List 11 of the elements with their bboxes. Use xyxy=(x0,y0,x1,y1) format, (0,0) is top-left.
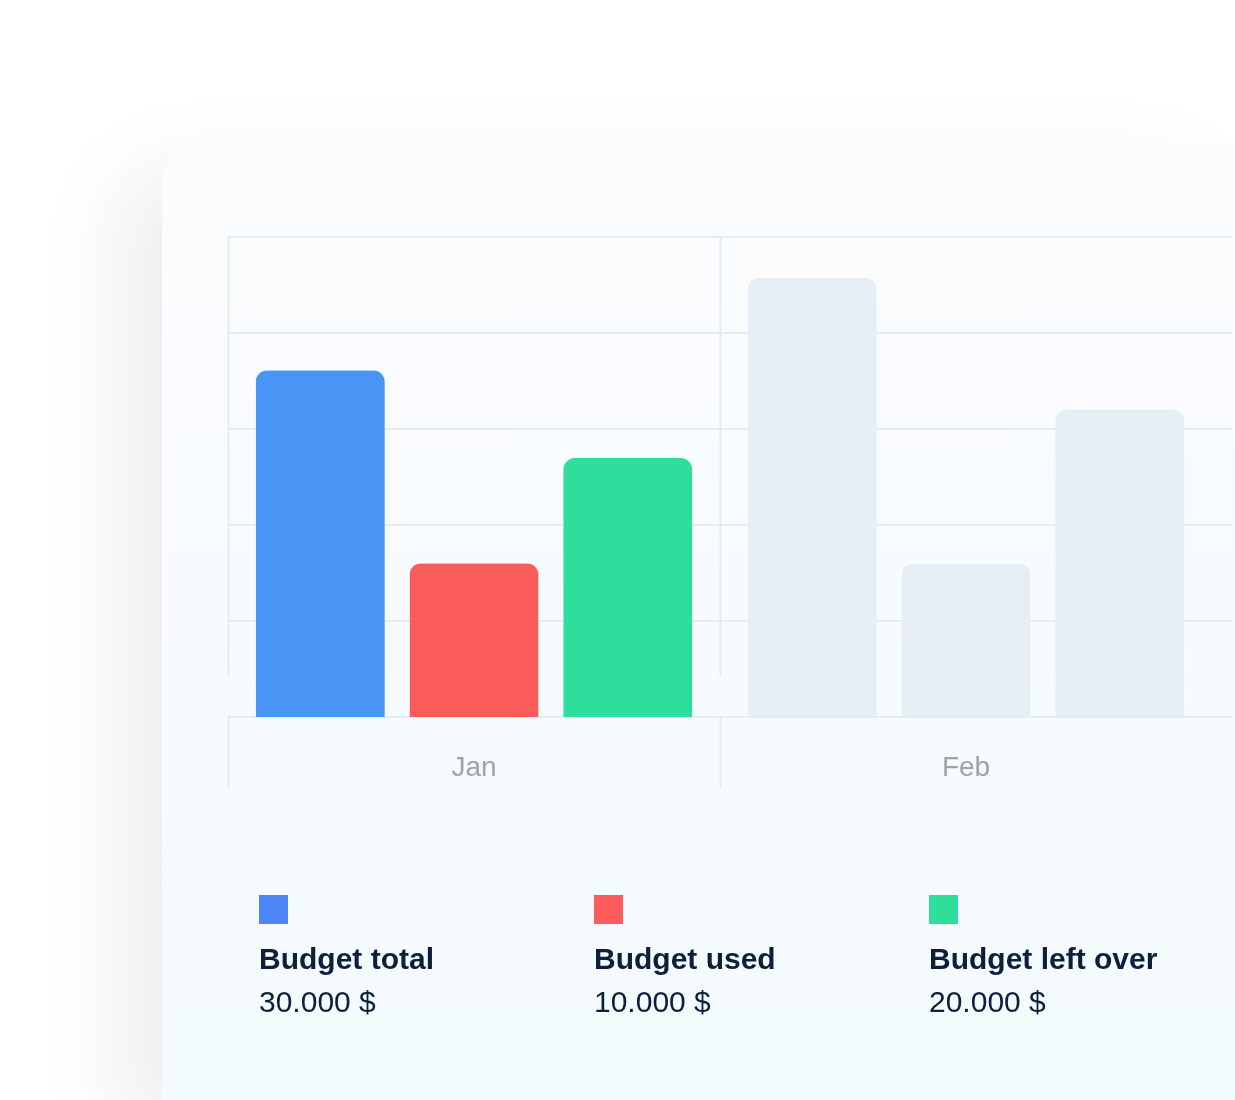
bar xyxy=(409,563,539,717)
legend-label: Budget left over xyxy=(929,942,1158,975)
bar xyxy=(563,457,693,717)
x-tick-label: Feb xyxy=(941,750,991,782)
text: 30.000 $ xyxy=(259,985,377,1018)
x-tick-label: Jan xyxy=(451,750,497,782)
legend-label: Budget total xyxy=(259,942,434,975)
bar xyxy=(255,370,385,717)
text: 10.000 $ xyxy=(594,985,712,1018)
legend-label: Budget used xyxy=(594,942,776,975)
text: 20.000 $ xyxy=(929,985,1047,1018)
